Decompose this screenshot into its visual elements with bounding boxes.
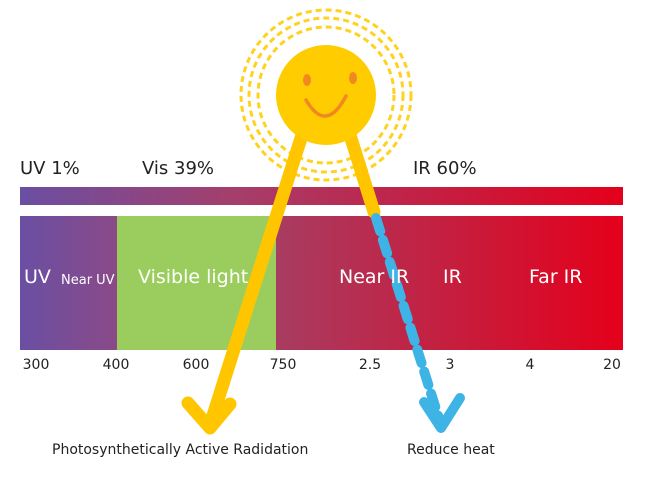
- ir-band-label: IR: [443, 266, 462, 288]
- tick-label: 4: [525, 357, 535, 373]
- tick-label: 20: [603, 357, 621, 373]
- sun-icon: [276, 45, 376, 145]
- tick-label: 300: [22, 357, 50, 373]
- fraction-bar: [20, 187, 623, 205]
- near-uv-band-label: Near UV: [61, 273, 115, 288]
- tick-label: 400: [102, 357, 130, 373]
- uv-fraction-label: UV 1%: [20, 158, 80, 179]
- ir-fraction-label: IR 60%: [413, 158, 477, 179]
- far-ir-band-label: Far IR: [529, 266, 583, 288]
- tick-label: 3: [445, 357, 455, 373]
- par-arrow: [181, 128, 309, 435]
- ir-band: [276, 216, 623, 350]
- reduce-heat-caption: Reduce heat: [407, 442, 495, 458]
- uv-band-label: UV: [24, 266, 51, 288]
- tick-label: 2.5: [358, 357, 382, 373]
- sun-rays: [239, 8, 413, 182]
- heat-arrow: [343, 128, 465, 433]
- tick-label: 750: [269, 357, 297, 373]
- par-caption: Photosynthetically Active Radidation: [52, 442, 309, 458]
- visible-band-label: Visible light: [138, 266, 249, 288]
- near-ir-band-label: Near IR: [339, 266, 410, 288]
- tick-label: 600: [182, 357, 210, 373]
- visible-fraction-label: Vis 39%: [142, 158, 215, 179]
- uv-band: [20, 216, 117, 350]
